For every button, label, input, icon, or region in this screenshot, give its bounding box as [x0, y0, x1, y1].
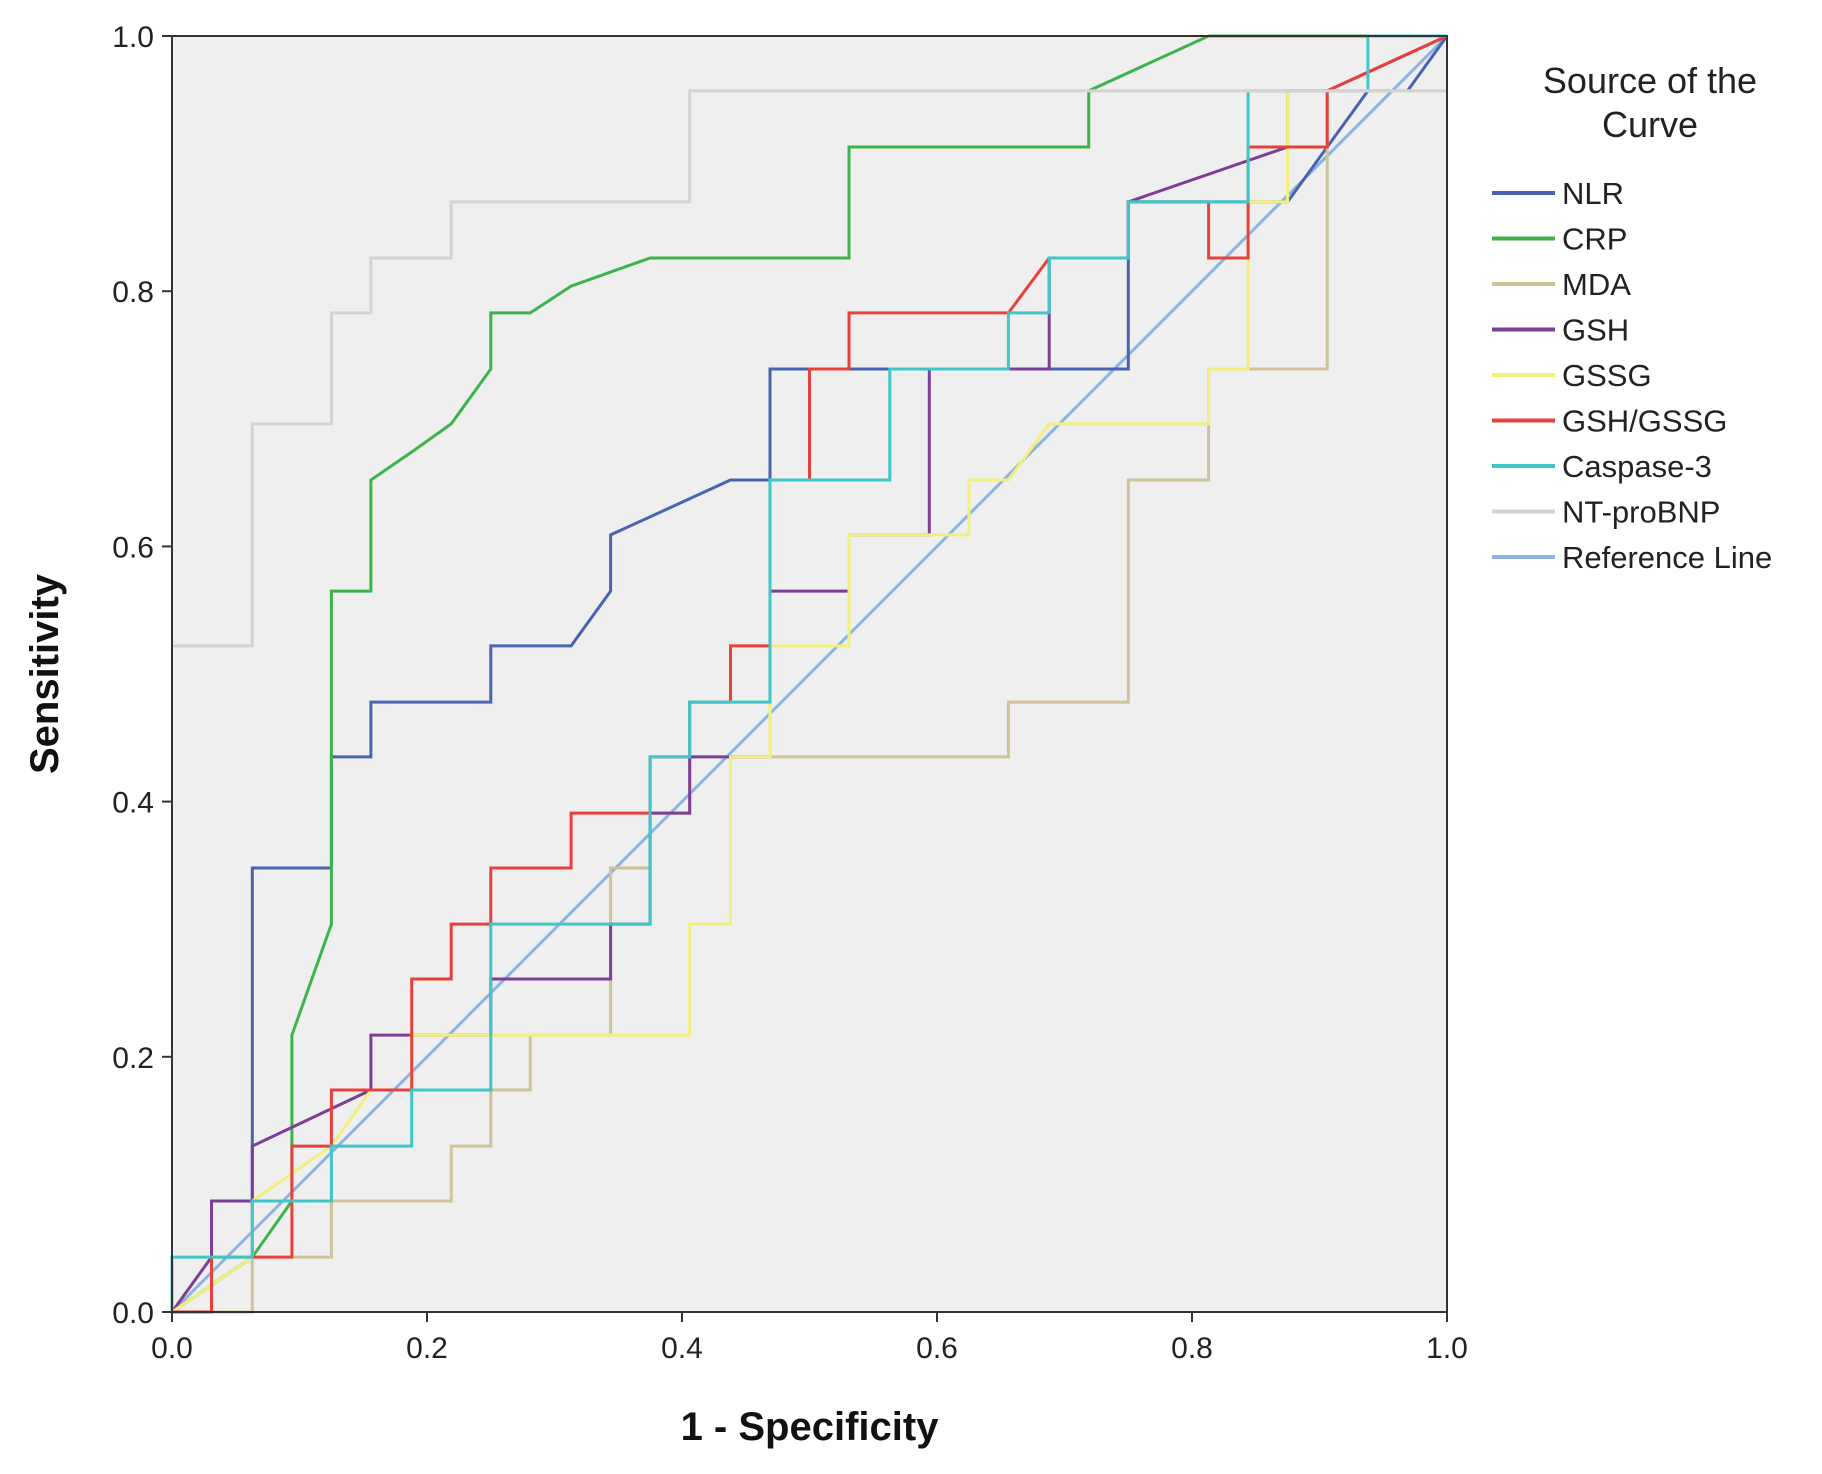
legend-label-nt-probnp: NT-proBNP	[1562, 495, 1720, 530]
series-line-nt-probnp	[172, 89, 1447, 648]
y-tick-label: 0.0	[112, 1297, 154, 1330]
series-line-reference-line	[170, 34, 1449, 1314]
y-tick-label: 0.2	[112, 1042, 154, 1075]
y-axis-title: Sensitivity	[23, 573, 67, 774]
y-tick-label: 0.4	[112, 787, 154, 820]
x-axis-title: 1 - Specificity	[681, 1405, 940, 1449]
x-tick-label: 0.2	[406, 1332, 448, 1365]
x-tick-label: 0.0	[151, 1332, 193, 1365]
legend-label-caspase-3: Caspase-3	[1562, 449, 1712, 484]
legend-label-crp: CRP	[1562, 222, 1627, 257]
legend-label-mda: MDA	[1562, 267, 1631, 302]
axes-layer: 0.0 0.2 0.4 0.6 0.8 1.0 0.0 0.2 0.4 0.6 0.8 1.0	[112, 21, 1468, 1365]
legend-label-gssg: GSSG	[1562, 358, 1652, 393]
y-tick-label: 0.8	[112, 276, 154, 309]
legend-label-gsh: GSH	[1562, 313, 1629, 348]
x-tick-label: 0.6	[916, 1332, 958, 1365]
legend-label-reference-line: Reference Line	[1562, 540, 1772, 575]
y-tick-label: 1.0	[112, 21, 154, 54]
series-line-crp	[171, 34, 1447, 1314]
series-layer	[170, 34, 1449, 1314]
legend-title-line-2: Curve	[1602, 104, 1698, 145]
x-tick-label: 0.4	[661, 1332, 703, 1365]
y-tick-label: 0.6	[112, 531, 154, 564]
plot-frame	[171, 35, 1448, 1313]
legend-title-line-1: Source of the	[1543, 60, 1757, 101]
legend-label-gsh-gssg: GSH/GSSG	[1562, 404, 1727, 439]
legend: Source of the Curve NLR CRP MDA GSH GSSG GSH/…	[1492, 60, 1772, 575]
series-line-caspase-3	[170, 34, 1447, 1312]
legend-label-nlr: NLR	[1562, 176, 1624, 211]
x-tick-label: 1.0	[1426, 1332, 1468, 1365]
x-tick-label: 0.8	[1171, 1332, 1213, 1365]
